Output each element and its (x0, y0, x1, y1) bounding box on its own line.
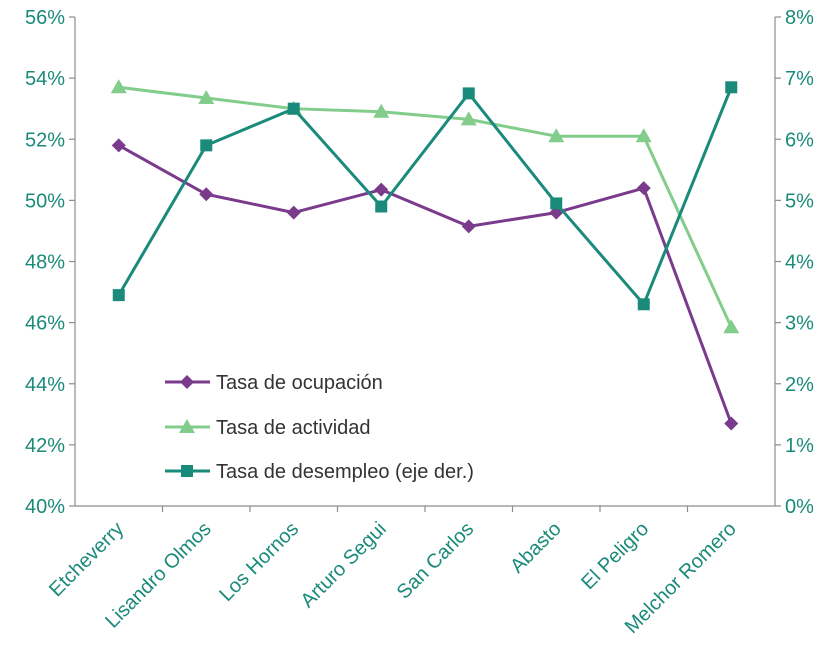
category-label: El Peligro (577, 518, 653, 594)
left-tick-label: 48% (25, 252, 65, 274)
data-point-square (725, 81, 738, 94)
category-label: Arturo Segui (297, 518, 391, 612)
category-label: Etcheverry (45, 518, 128, 601)
left-tick-label: 54% (25, 68, 65, 90)
legend: Tasa de ocupación Tasa de actividad Tasa d… (165, 372, 474, 483)
right-tick-label: 2% (785, 374, 814, 396)
data-point-triangle (635, 128, 652, 143)
data-point-diamond (199, 187, 214, 202)
right-tick-label: 8% (785, 7, 814, 29)
category-label: Abasto (506, 518, 566, 578)
data-point-triangle (179, 419, 195, 433)
right-tick-label: 3% (785, 313, 814, 335)
data-point-diamond (461, 219, 476, 234)
series-line (118, 85, 733, 328)
data-point-square (637, 298, 650, 311)
data-point-square (181, 465, 193, 477)
left-tick-label: 52% (25, 129, 65, 151)
right-tick-label: 5% (785, 190, 814, 212)
data-point-square (200, 139, 213, 152)
category-label: Los Hornos (215, 518, 303, 606)
legend-label: Tasa de actividad (216, 417, 371, 439)
data-point-square (375, 200, 388, 213)
data-point-triangle (548, 128, 565, 143)
legend-label: Tasa de ocupación (216, 372, 383, 394)
data-point-triangle (198, 89, 215, 104)
data-point-diamond (111, 138, 126, 153)
data-point-triangle (460, 111, 477, 126)
data-point-square (287, 102, 300, 115)
axis-tick-labels: 40% 42% 44% 46% 48% 50% 52% 54% 56% 0% 1% 2% 3% 4% 5% 6… (25, 7, 814, 518)
right-tick-label: 0% (785, 496, 814, 518)
chart-axes (69, 16, 781, 512)
left-tick-label: 44% (25, 374, 65, 396)
data-point-square (462, 87, 475, 100)
left-tick-label: 42% (25, 435, 65, 457)
category-label: San Carlos (393, 518, 479, 604)
right-tick-label: 1% (785, 435, 814, 457)
legend-label: Tasa de desempleo (eje der.) (216, 461, 474, 483)
data-point-diamond (180, 375, 194, 389)
left-tick-label: 56% (25, 7, 65, 29)
right-tick-label: 7% (785, 68, 814, 90)
right-tick-label: 4% (785, 252, 814, 274)
series-line (117, 86, 733, 306)
data-point-diamond (374, 182, 389, 197)
data-point-diamond (286, 205, 301, 220)
data-point-triangle (723, 319, 740, 334)
left-tick-label: 50% (25, 190, 65, 212)
data-point-square (550, 197, 563, 210)
data-point-triangle (110, 79, 127, 94)
left-tick-label: 40% (25, 496, 65, 518)
series-lines (110, 79, 740, 431)
series-line (118, 144, 733, 425)
right-tick-label: 6% (785, 129, 814, 151)
data-point-diamond (636, 181, 651, 196)
left-tick-label: 46% (25, 313, 65, 335)
data-point-square (112, 289, 125, 302)
data-point-triangle (373, 103, 390, 118)
data-point-diamond (724, 416, 739, 431)
